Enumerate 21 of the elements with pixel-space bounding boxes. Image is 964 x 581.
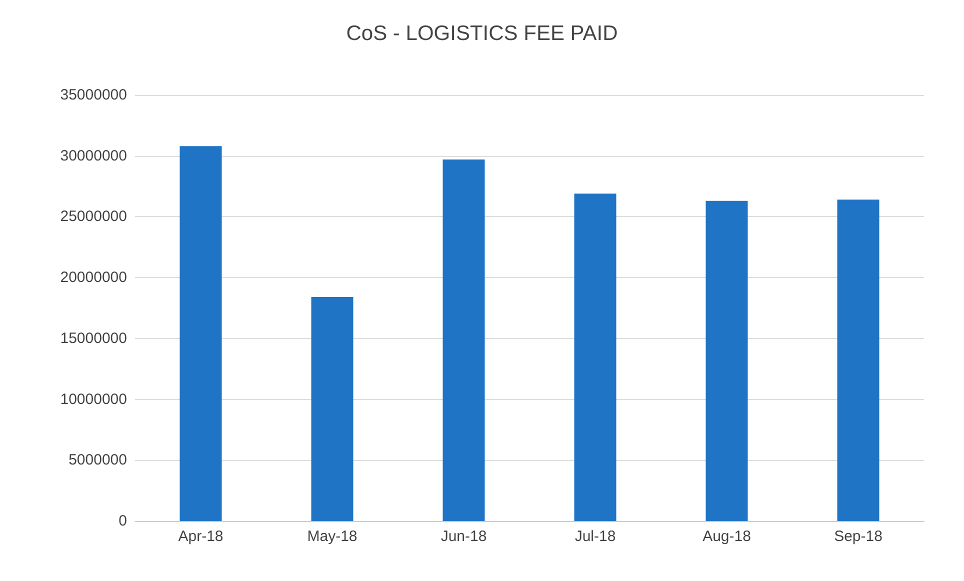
y-tick-label: 5000000 [68,452,127,469]
y-tick-label: 10000000 [60,390,127,408]
bar [311,297,354,521]
y-tick-label: 30000000 [60,147,127,164]
x-tick-label: Jun-18 [440,528,487,545]
x-tick-label: Apr-18 [178,528,224,545]
x-tick-label: Jul-18 [574,528,616,545]
bar [837,200,880,521]
y-tick-label: 0 [118,512,127,530]
bar [180,146,222,521]
x-tick-label: Aug-18 [702,528,751,545]
x-tick-label: May-18 [307,528,358,545]
x-tick-label: Sep-18 [834,528,882,545]
y-tick-label: 20000000 [60,269,127,286]
y-tick-label: 25000000 [60,208,127,226]
bar [442,160,485,521]
y-tick-label: 15000000 [60,330,127,347]
chart-title: CoS - LOGISTICS FEE PAID [346,22,618,45]
y-tick-label: 35000000 [60,86,127,104]
bar [706,200,748,521]
bar [574,194,616,521]
